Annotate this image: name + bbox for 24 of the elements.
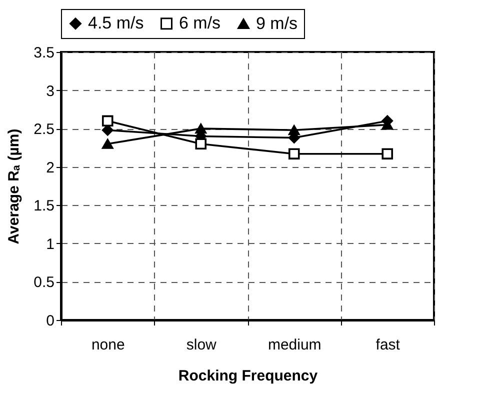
point xyxy=(102,115,114,127)
y-tick-label: 3 xyxy=(46,82,54,100)
x-tick-label: medium xyxy=(268,336,322,354)
point xyxy=(195,138,207,150)
x-tick-label: slow xyxy=(186,336,217,354)
legend-label: 9 m/s xyxy=(256,14,298,33)
y-tick-label: 2 xyxy=(46,159,54,176)
legend-label: 4.5 m/s xyxy=(88,14,144,33)
point xyxy=(288,125,300,136)
x-axis-title: Rocking Frequency xyxy=(178,368,318,384)
y-tick-label: 1 xyxy=(46,236,54,253)
point xyxy=(195,124,207,134)
x-tick-label: fast xyxy=(376,336,401,354)
point xyxy=(288,148,300,160)
y-tick-label: 0 xyxy=(46,312,54,330)
y-tick-label: 2.5 xyxy=(34,121,54,138)
x-tick-label: none xyxy=(91,336,125,354)
y-axis-title: Average Rₐ (µm) xyxy=(6,128,23,244)
y-tick-label: 3.5 xyxy=(34,44,54,62)
y-tick-label: 1.5 xyxy=(34,198,54,215)
point xyxy=(382,148,394,160)
legend-label: 6 m/s xyxy=(179,14,221,33)
y-tick-label: 0.5 xyxy=(34,274,54,292)
point xyxy=(102,138,114,149)
